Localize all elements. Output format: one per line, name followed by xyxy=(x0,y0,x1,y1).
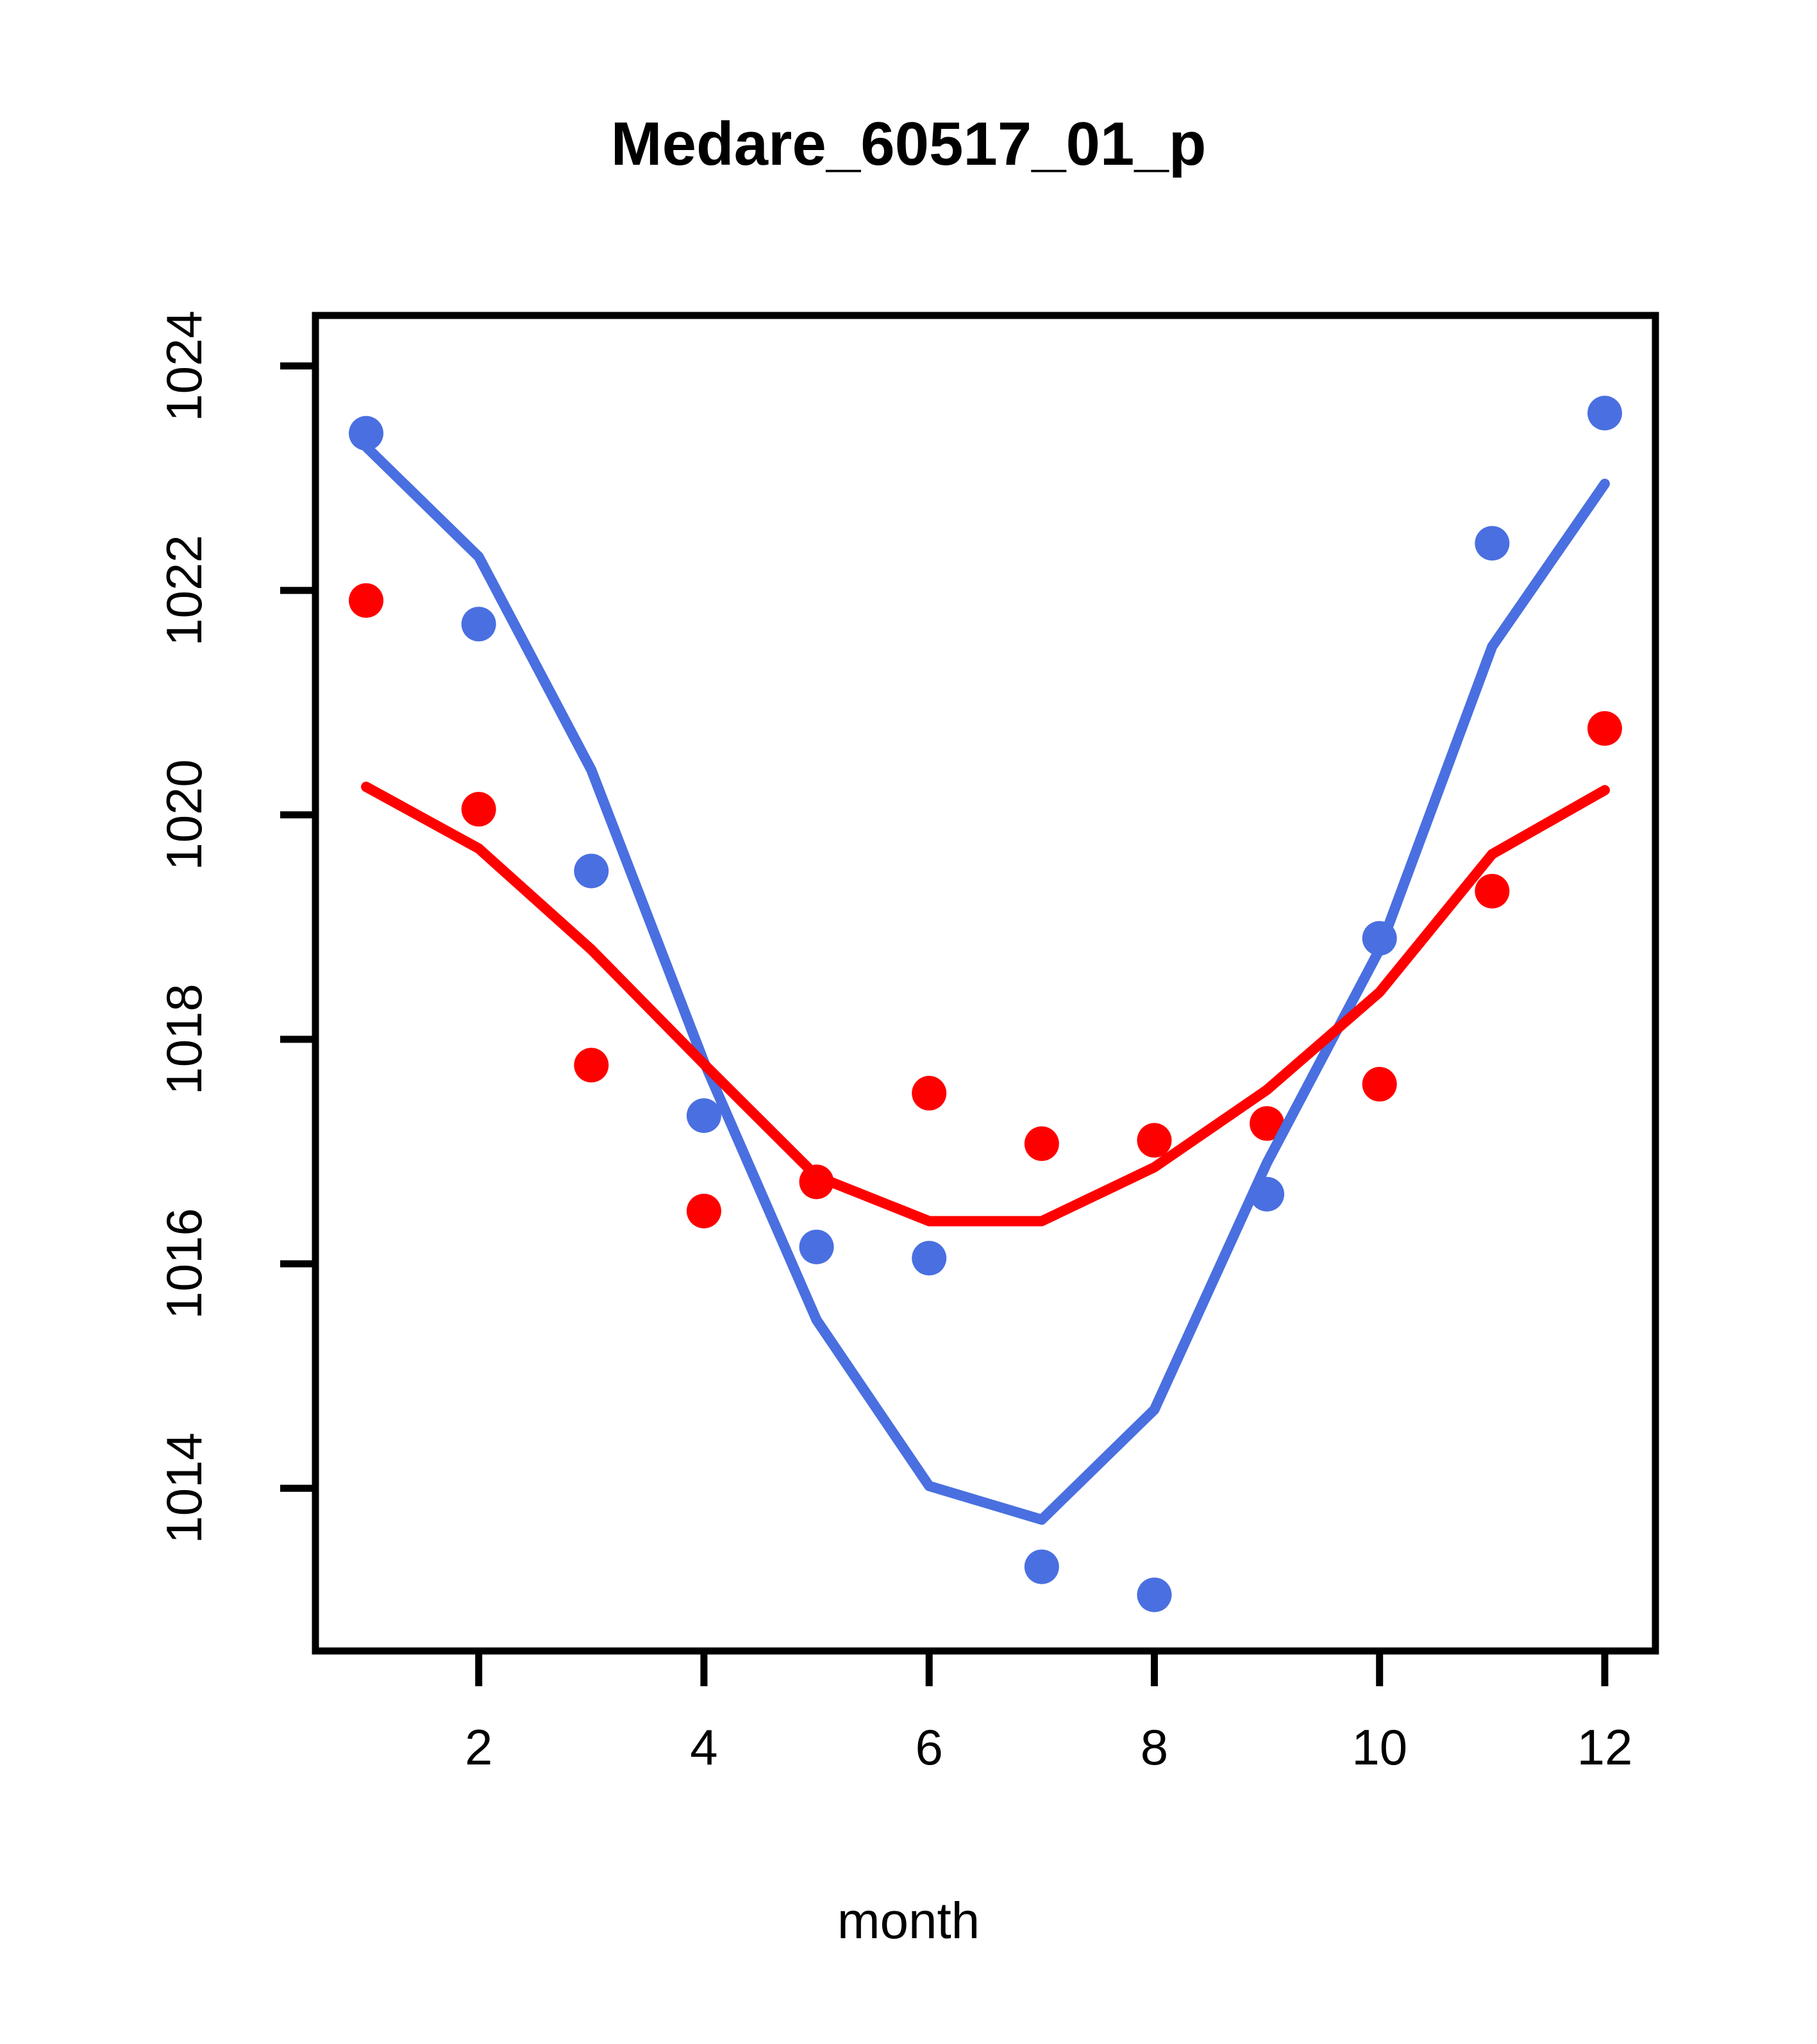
data-point-red-points xyxy=(1475,873,1510,909)
data-point-red-points xyxy=(912,1076,947,1111)
series-line-red-line xyxy=(361,782,1610,1227)
data-point-red-points xyxy=(1250,1106,1285,1141)
y-axis-tick-label: 1016 xyxy=(156,1208,212,1319)
axis-group xyxy=(280,312,1659,1686)
page-title: Medare_60517_01_p xyxy=(610,110,1207,178)
x-axis-tick-label: 6 xyxy=(915,1719,943,1775)
data-point-red-points xyxy=(1137,1123,1172,1158)
data-point-blue-points xyxy=(574,853,609,889)
y-axis-tick-label: 1020 xyxy=(156,759,212,871)
data-point-blue-points xyxy=(912,1241,947,1276)
data-point-blue-points xyxy=(1137,1577,1172,1613)
data-point-red-points xyxy=(686,1193,721,1228)
data-point-blue-points xyxy=(461,607,496,642)
y-axis-tick-label: 1018 xyxy=(156,984,212,1095)
data-point-blue-points xyxy=(349,415,384,451)
x-axis-tick-label: 12 xyxy=(1577,1719,1633,1775)
x-axis-label: month xyxy=(837,1892,980,1949)
series-group xyxy=(349,396,1622,1613)
data-point-red-points xyxy=(1362,1067,1397,1102)
data-point-red-points xyxy=(461,792,496,827)
x-axis-tick-label: 4 xyxy=(690,1719,718,1775)
y-axis-tick-label: 1024 xyxy=(156,310,212,422)
series-line-blue-line xyxy=(361,441,1610,1525)
data-point-red-points xyxy=(1024,1126,1059,1161)
data-point-blue-points xyxy=(799,1229,834,1264)
x-axis-tick-label: 2 xyxy=(464,1719,493,1775)
data-point-blue-points xyxy=(1587,396,1622,431)
data-point-red-points xyxy=(349,583,384,618)
data-point-blue-points xyxy=(1024,1549,1059,1584)
plot-box-border xyxy=(312,312,1659,1655)
data-point-blue-points xyxy=(1475,526,1510,561)
data-point-blue-points xyxy=(686,1098,721,1134)
data-point-red-points xyxy=(1587,711,1622,746)
data-point-red-points xyxy=(574,1048,609,1083)
x-axis-tick-label: 10 xyxy=(1352,1719,1408,1775)
x-axis-tick-label: 8 xyxy=(1140,1719,1169,1775)
y-axis-tick-label: 1022 xyxy=(156,535,212,646)
y-axis-tick-label: 1014 xyxy=(156,1432,212,1544)
